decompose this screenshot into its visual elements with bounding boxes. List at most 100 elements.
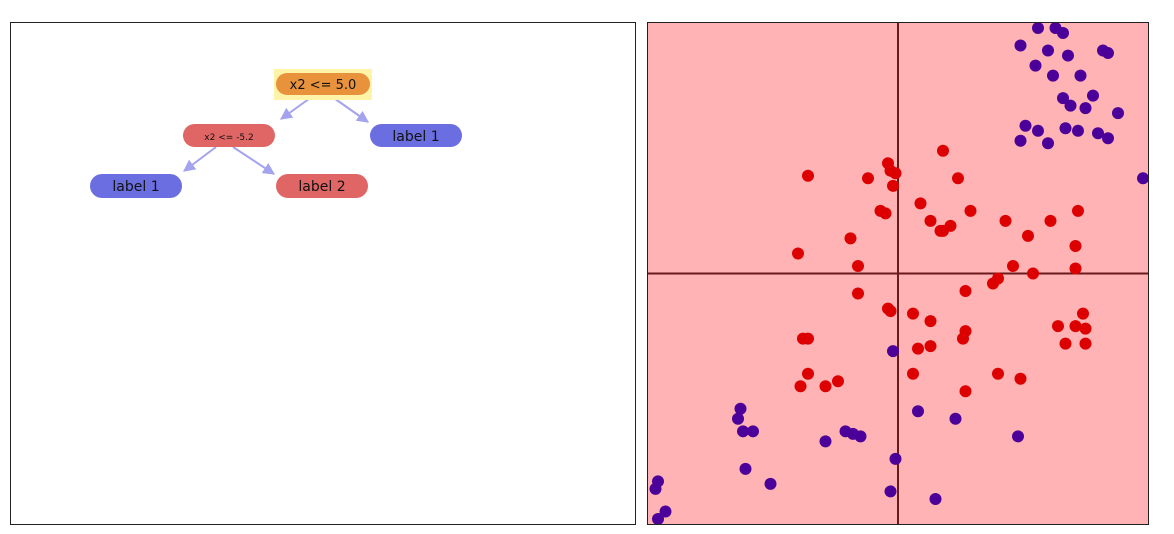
scatter-point-label-1 bbox=[839, 425, 852, 438]
scatter-point-label-1 bbox=[1072, 124, 1084, 137]
scatter-point-label-2 bbox=[1022, 229, 1034, 242]
scatter-point-label-2 bbox=[1044, 214, 1057, 227]
tree-node-leaf-ll[interactable]: label 1 bbox=[90, 174, 182, 198]
scatter-point-label-2 bbox=[802, 367, 814, 380]
scatter-point-label-2 bbox=[907, 307, 919, 320]
scatter-point-label-2 bbox=[1069, 320, 1082, 333]
scatter-point-label-1 bbox=[1074, 69, 1087, 82]
scatter-point-label-2 bbox=[1052, 320, 1064, 333]
root-pill bbox=[276, 73, 370, 95]
scatter-point-label-2 bbox=[912, 342, 924, 355]
leaf-ll-pill bbox=[90, 174, 182, 198]
scatter-point-label-1 bbox=[1012, 430, 1024, 443]
tree-node-right-leaf[interactable]: label 1 bbox=[370, 124, 462, 147]
scatter-point-label-2 bbox=[999, 214, 1012, 227]
scatter-plot bbox=[648, 23, 1148, 524]
leaf-ll-label: label 1 bbox=[112, 179, 159, 195]
scatter-point-label-1 bbox=[887, 345, 899, 358]
tree-node-leaf-lr[interactable]: label 2 bbox=[276, 174, 368, 198]
scatter-point-label-1 bbox=[1057, 92, 1069, 105]
scatter-point-label-1 bbox=[1042, 44, 1054, 57]
scatter-point-label-2 bbox=[852, 259, 864, 272]
scatter-point-label-1 bbox=[1087, 89, 1099, 102]
scatter-point-label-1 bbox=[1057, 27, 1069, 40]
scatter-point-label-2 bbox=[937, 144, 949, 157]
scatter-point-label-1 bbox=[764, 477, 777, 490]
scatter-point-label-2 bbox=[1069, 262, 1082, 275]
scatter-point-label-2 bbox=[992, 367, 1004, 380]
scatter-point-label-1 bbox=[652, 512, 664, 524]
scatter-point-label-2 bbox=[924, 340, 937, 353]
scatter-point-label-2 bbox=[952, 172, 964, 185]
scatter-point-label-1 bbox=[1137, 172, 1148, 185]
scatter-point-label-2 bbox=[1079, 322, 1092, 335]
scatter-point-label-1 bbox=[884, 485, 897, 498]
right-leaf-label: label 1 bbox=[392, 129, 439, 145]
scatter-point-label-1 bbox=[649, 482, 662, 495]
scatter-point-label-1 bbox=[1047, 69, 1059, 82]
scatter-point-label-2 bbox=[959, 385, 972, 398]
decision-tree: x2 <= 5.0 x2 <= -5.2 label 1 label 1 lab… bbox=[90, 69, 462, 198]
scatter-point-label-2 bbox=[907, 367, 919, 380]
scatter-point-label-1 bbox=[659, 505, 672, 518]
scatter-point-label-1 bbox=[1019, 119, 1032, 132]
points-layer bbox=[649, 23, 1148, 524]
scatter-point-label-2 bbox=[914, 197, 927, 210]
scatter-point-label-1 bbox=[889, 452, 902, 465]
scatter-point-label-2 bbox=[832, 375, 844, 388]
scatter-point-label-1 bbox=[1092, 127, 1104, 140]
scatter-point-label-2 bbox=[957, 332, 969, 345]
root-label: x2 <= 5.0 bbox=[290, 78, 357, 93]
scatter-point-label-2 bbox=[802, 169, 814, 182]
leaf-lr-label: label 2 bbox=[298, 179, 345, 195]
scatter-point-label-2 bbox=[879, 207, 892, 220]
scatter-point-label-2 bbox=[1014, 372, 1027, 385]
scatter-point-label-1 bbox=[1014, 39, 1027, 52]
scatter-point-label-2 bbox=[802, 332, 814, 345]
scatter-point-label-1 bbox=[1079, 102, 1092, 115]
scatter-point-label-2 bbox=[862, 172, 874, 185]
right-leaf-pill bbox=[370, 124, 462, 147]
scatter-point-label-1 bbox=[732, 412, 744, 425]
scatter-point-label-2 bbox=[1069, 239, 1082, 252]
scatter-point-label-1 bbox=[1059, 122, 1072, 135]
scatter-point-label-2 bbox=[792, 247, 804, 260]
scatter-point-label-1 bbox=[1102, 47, 1114, 60]
scatter-point-label-2 bbox=[887, 179, 899, 192]
scatter-point-label-2 bbox=[1072, 204, 1084, 217]
scatter-point-label-1 bbox=[912, 405, 924, 418]
scatter-point-label-2 bbox=[852, 287, 864, 300]
scatter-point-label-2 bbox=[1007, 259, 1019, 272]
scatter-point-label-1 bbox=[854, 430, 867, 443]
scatter-point-label-1 bbox=[1029, 59, 1042, 72]
scatter-point-label-1 bbox=[1014, 134, 1027, 147]
scatter-point-label-1 bbox=[739, 462, 752, 475]
scatter-point-label-1 bbox=[929, 492, 942, 505]
scatter-point-label-1 bbox=[949, 412, 962, 425]
scatter-point-label-2 bbox=[794, 380, 807, 393]
scatter-point-label-2 bbox=[889, 167, 902, 180]
edge-root-right bbox=[330, 95, 369, 123]
scatter-point-label-2 bbox=[987, 277, 999, 290]
scatter-point-label-2 bbox=[937, 224, 949, 237]
scatter-point-label-1 bbox=[1042, 137, 1054, 150]
scatter-point-label-1 bbox=[747, 425, 759, 438]
scatter-point-label-2 bbox=[924, 315, 937, 328]
scatter-point-label-2 bbox=[1059, 337, 1072, 350]
scatter-point-label-1 bbox=[1032, 124, 1044, 137]
scatter-point-label-2 bbox=[959, 285, 972, 298]
tree-node-left-split[interactable]: x2 <= -5.2 bbox=[183, 124, 275, 147]
edge-left-leaf-ll bbox=[183, 146, 217, 172]
scatter-point-label-1 bbox=[1032, 23, 1044, 35]
scatter-point-label-1 bbox=[734, 402, 747, 415]
tree-node-root[interactable]: x2 <= 5.0 bbox=[274, 69, 372, 100]
scatter-point-label-2 bbox=[844, 232, 857, 245]
scatter-point-label-1 bbox=[737, 425, 749, 438]
edge-left-leaf-lr bbox=[232, 146, 276, 175]
scatter-point-label-1 bbox=[819, 435, 832, 448]
scatter-point-label-1 bbox=[1102, 132, 1114, 145]
scatter-point-label-2 bbox=[884, 305, 897, 318]
left-split-pill bbox=[183, 124, 275, 147]
leaf-lr-pill bbox=[276, 174, 368, 198]
scatter-point-label-2 bbox=[1027, 267, 1039, 280]
